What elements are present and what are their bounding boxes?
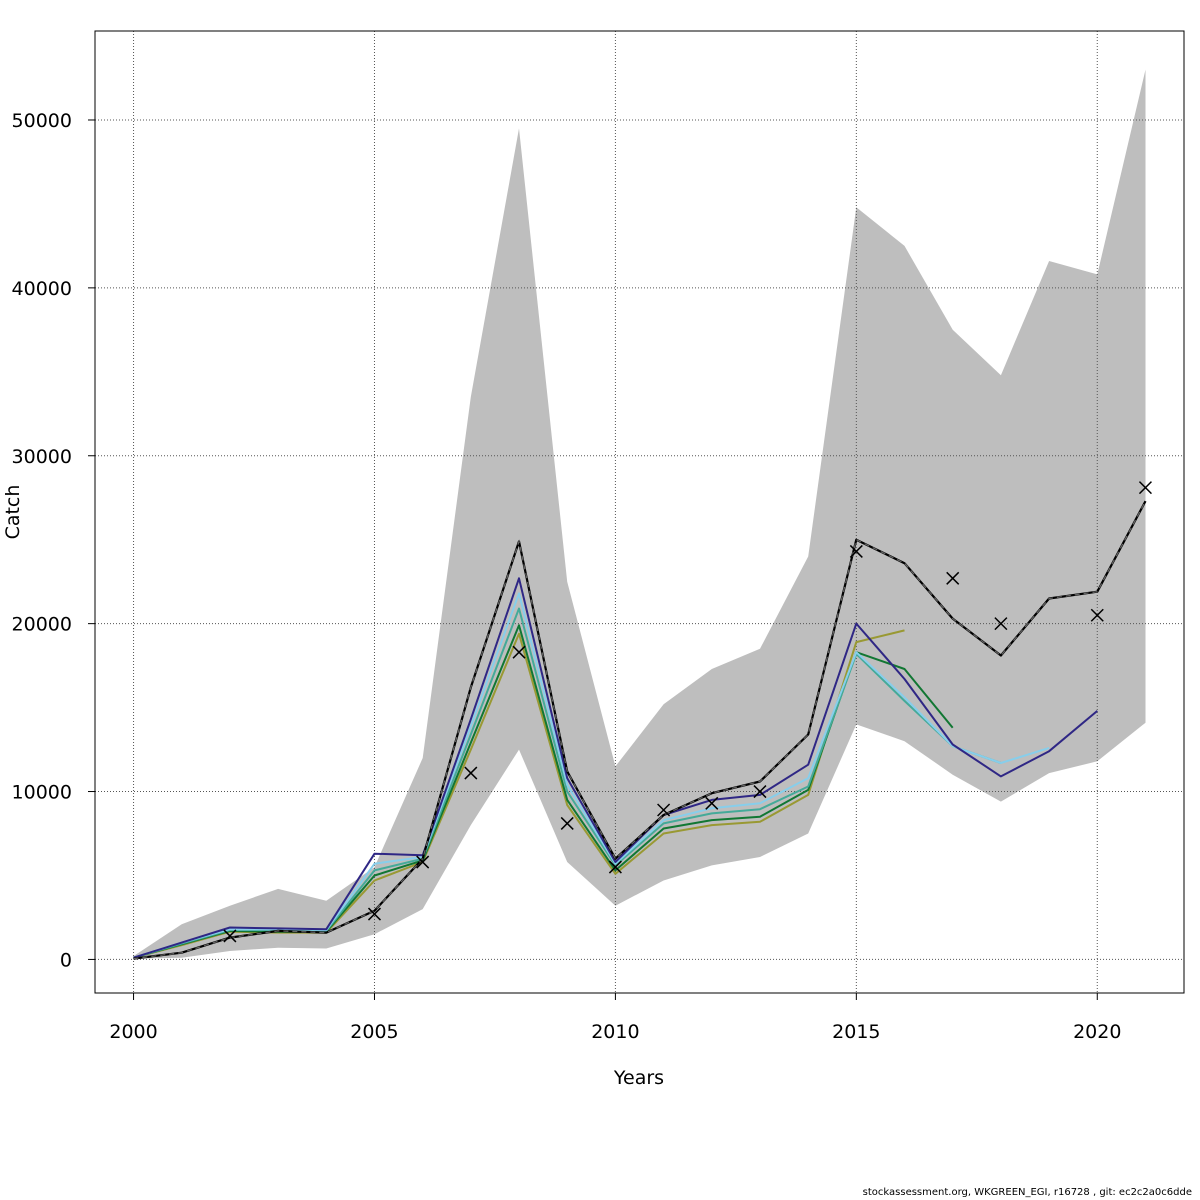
observed-point-2021 [1138, 481, 1152, 495]
x-tick-label-2005: 2005 [350, 1021, 398, 1043]
y-axis-title: Catch [2, 485, 24, 540]
observed-point-2017 [946, 571, 960, 585]
observed-point-2018 [994, 617, 1008, 631]
y-tick-label-30000: 30000 [12, 446, 72, 468]
y-tick-label-20000: 20000 [12, 614, 72, 636]
observed-point-2012 [705, 796, 719, 810]
confidence-band [133, 69, 1146, 959]
x-tick-label-2020: 2020 [1073, 1021, 1121, 1043]
y-tick-label-0: 0 [60, 949, 72, 971]
x-axis-title: Years [613, 1067, 664, 1089]
observed-points-layer [223, 481, 1152, 943]
x-tick-label-2015: 2015 [832, 1021, 880, 1043]
y-tick-label-10000: 10000 [12, 782, 72, 804]
observed-point-2020 [1090, 608, 1104, 622]
grid-layer [95, 31, 1184, 993]
footer-credit: stockassessment.org, WKGREEN_EGI, r16728… [862, 1187, 1192, 1198]
final-estimate-dash [133, 500, 1147, 960]
series-line-0 [133, 577, 1098, 959]
observed-point-2011 [657, 803, 671, 817]
plot-frame [94, 30, 1185, 994]
observed-point-2005 [367, 907, 382, 921]
observed-point-2007 [464, 766, 478, 780]
y-tick-label-40000: 40000 [12, 278, 72, 300]
x-tick-label-2000: 2000 [109, 1021, 157, 1043]
final-estimate-layer [133, 500, 1147, 960]
observed-point-2002 [223, 929, 237, 943]
tick-layer: 2000 2005 2010 2015 2020 0 10000 20000 30000 4000… [12, 110, 1122, 1043]
y-tick-label-50000: 50000 [12, 110, 72, 132]
observed-point-2006 [416, 855, 430, 869]
confidence-band-layer [133, 69, 1146, 959]
observed-point-2009 [560, 816, 574, 830]
observed-point-2013 [753, 785, 767, 799]
observed-point-2015 [849, 544, 863, 558]
x-tick-label-2010: 2010 [591, 1021, 639, 1043]
observed-point-2008 [512, 645, 526, 659]
observed-point-2010 [608, 860, 622, 874]
